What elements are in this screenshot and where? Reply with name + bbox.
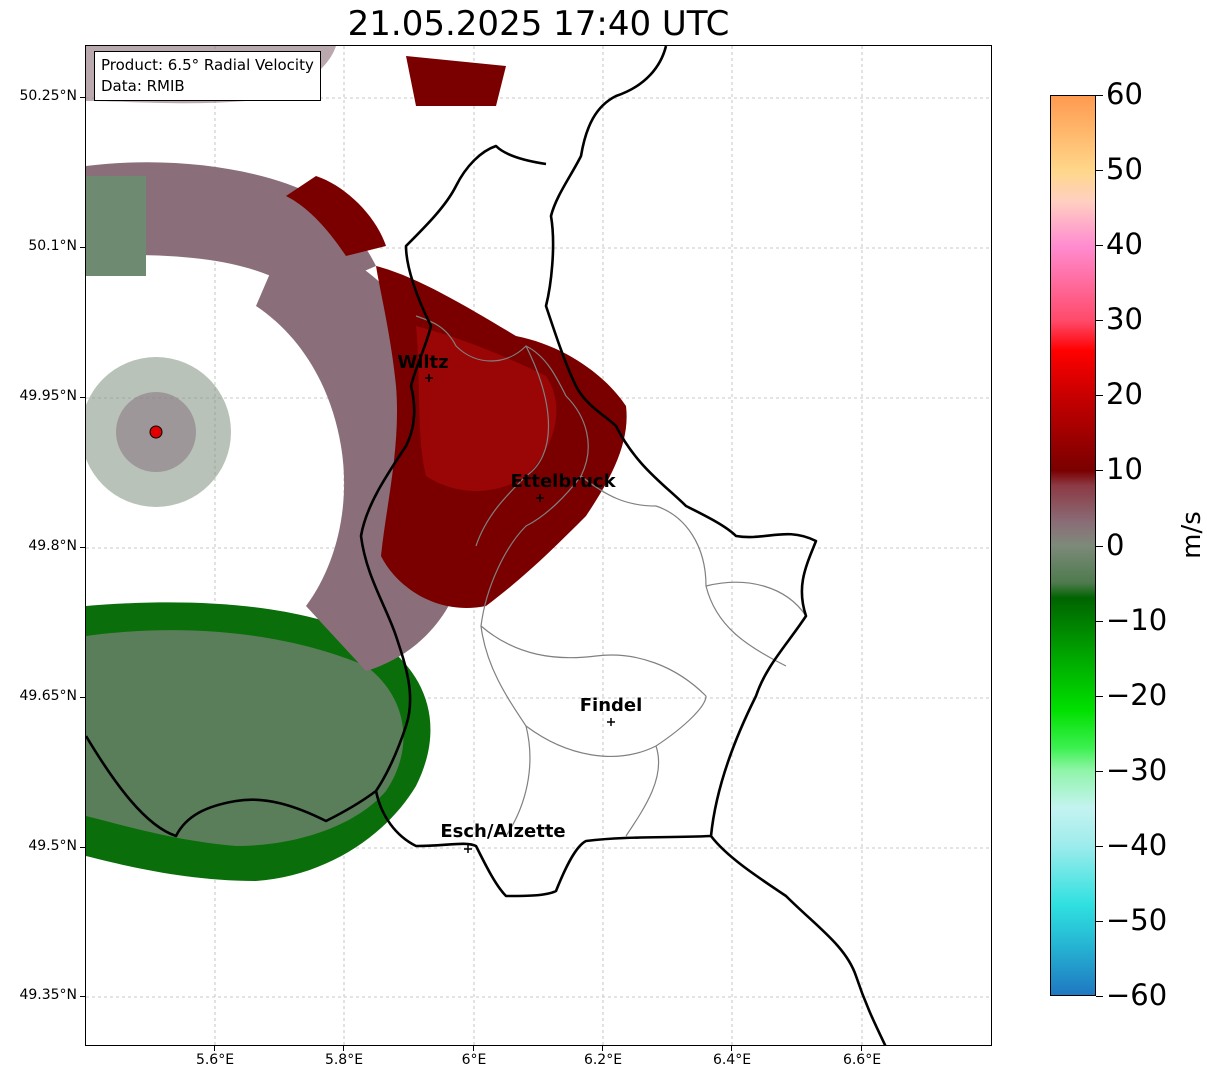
city-label-findel: Findel bbox=[579, 695, 643, 716]
colorbar-tick-mark bbox=[1096, 621, 1103, 622]
ytick-label: 49.5°N bbox=[28, 838, 77, 854]
ytick-mark bbox=[80, 97, 85, 98]
ytick-mark bbox=[80, 397, 85, 398]
ytick-label: 49.35°N bbox=[19, 987, 77, 1003]
ytick-label: 49.65°N bbox=[19, 688, 77, 704]
colorbar-tick-mark bbox=[1096, 921, 1103, 922]
colorbar-tick-label: 10 bbox=[1106, 452, 1143, 486]
xtick-label: 6.4°E bbox=[712, 1052, 752, 1068]
colorbar-tick-mark bbox=[1096, 696, 1103, 697]
colorbar-tick-mark bbox=[1096, 546, 1103, 547]
colorbar-tick-mark bbox=[1096, 395, 1103, 396]
city-markers bbox=[425, 374, 615, 853]
colorbar-tick-label: 60 bbox=[1106, 77, 1143, 111]
radar-echoes bbox=[86, 46, 627, 881]
colorbar-tick-mark bbox=[1096, 95, 1103, 96]
ytick-mark bbox=[80, 996, 85, 997]
xtick-label: 6.6°E bbox=[842, 1052, 882, 1068]
city-label-ettelbruck: Ettelbruck bbox=[510, 471, 616, 492]
product-text: Product: 6.5° Radial Velocity bbox=[101, 56, 314, 74]
country-borders bbox=[86, 46, 887, 1045]
xtick-mark bbox=[731, 1046, 732, 1051]
ytick-mark bbox=[80, 247, 85, 248]
xtick-mark bbox=[473, 1046, 474, 1051]
xtick-mark bbox=[214, 1046, 215, 1051]
data-source-text: Data: RMIB bbox=[101, 77, 185, 95]
colorbar-tick-mark bbox=[1096, 470, 1103, 471]
colorbar-tick-label: −30 bbox=[1106, 753, 1168, 787]
colorbar-tick-label: 40 bbox=[1106, 227, 1143, 261]
colorbar-tick-mark bbox=[1096, 771, 1103, 772]
colorbar-tick-mark bbox=[1096, 320, 1103, 321]
colorbar-tick-label: 0 bbox=[1106, 528, 1125, 562]
radar-site-marker bbox=[149, 425, 163, 439]
colorbar-tick-label: −40 bbox=[1106, 828, 1168, 862]
ytick-label: 50.1°N bbox=[28, 238, 77, 254]
ytick-mark bbox=[80, 847, 85, 848]
ytick-label: 49.8°N bbox=[28, 538, 77, 554]
radar-map[interactable] bbox=[85, 45, 992, 1046]
city-label-esch: Esch/Alzette bbox=[440, 821, 566, 842]
colorbar-tick-label: −20 bbox=[1106, 678, 1168, 712]
ytick-mark bbox=[80, 547, 85, 548]
xtick-mark bbox=[343, 1046, 344, 1051]
colorbar-tick-label: −50 bbox=[1106, 903, 1168, 937]
canton-boundaries bbox=[415, 315, 807, 837]
colorbar-tick-label: −60 bbox=[1106, 978, 1168, 1012]
colorbar-tick-label: −10 bbox=[1106, 603, 1168, 637]
xtick-label: 6°E bbox=[461, 1052, 487, 1068]
colorbar-tick-mark bbox=[1096, 170, 1103, 171]
colorbar-tick-mark bbox=[1096, 846, 1103, 847]
ytick-label: 49.95°N bbox=[19, 388, 77, 404]
ytick-mark bbox=[80, 697, 85, 698]
colorbar-tick-mark bbox=[1096, 245, 1103, 246]
colorbar-tick-label: 30 bbox=[1106, 302, 1143, 336]
xtick-label: 5.6°E bbox=[195, 1052, 235, 1068]
colorbar-unit-label: m/s bbox=[1176, 511, 1207, 559]
velocity-colorbar bbox=[1050, 95, 1096, 996]
xtick-label: 5.8°E bbox=[324, 1052, 364, 1068]
colorbar-tick-mark bbox=[1096, 996, 1103, 997]
map-title: 21.05.2025 17:40 UTC bbox=[347, 4, 730, 44]
colorbar-tick-label: 50 bbox=[1106, 152, 1143, 186]
ytick-label: 50.25°N bbox=[19, 88, 77, 104]
xtick-mark bbox=[861, 1046, 862, 1051]
colorbar-tick-label: 20 bbox=[1106, 377, 1143, 411]
map-canvas bbox=[86, 46, 991, 1045]
xtick-mark bbox=[602, 1046, 603, 1051]
city-label-wiltz: Wiltz bbox=[397, 352, 449, 373]
product-info-box: Product: 6.5° Radial Velocity Data: RMIB bbox=[94, 51, 321, 101]
xtick-label: 6.2°E bbox=[583, 1052, 623, 1068]
